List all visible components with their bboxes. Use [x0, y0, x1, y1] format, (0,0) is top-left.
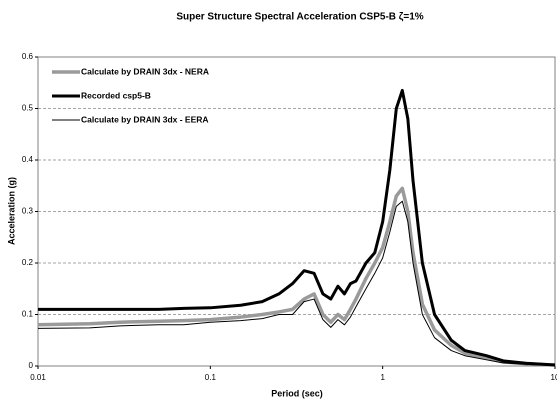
x-tick-label: 10	[551, 373, 557, 382]
legend-label: Calculate by DRAIN 3dx - EERA	[81, 114, 209, 124]
series-line	[38, 88, 556, 367]
y-tick-label: 0.6	[22, 52, 34, 61]
series-line	[37, 186, 556, 367]
chart-title: Super Structure Spectral Acceleration CS…	[176, 12, 423, 23]
y-tick-label: 0.4	[22, 155, 34, 164]
y-tick-label: 0.1	[22, 310, 34, 319]
legend-label: Recorded csp5-B	[81, 90, 151, 100]
x-tick-label: 0.1	[205, 373, 217, 382]
y-tick-label: 0.5	[22, 104, 34, 113]
series-line	[37, 200, 556, 366]
y-tick-label: 0.3	[22, 207, 34, 216]
x-axis-label: Period (sec)	[271, 388, 323, 398]
x-tick-label: 0.01	[30, 373, 46, 382]
x-tick-label: 1	[380, 373, 385, 382]
y-tick-label: 0	[29, 361, 34, 370]
legend-label: Calculate by DRAIN 3dx - NERA	[81, 66, 209, 76]
y-axis-label: Acceleration (g)	[6, 177, 16, 245]
y-tick-label: 0.2	[22, 258, 34, 267]
